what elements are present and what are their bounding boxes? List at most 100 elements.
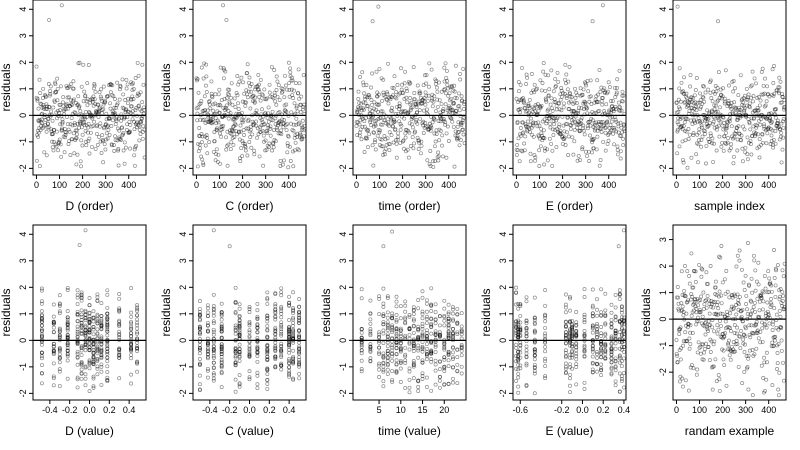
data-point (37, 118, 42, 122)
data-point (67, 104, 72, 108)
data-point (409, 106, 414, 111)
data-point (704, 161, 708, 166)
data-point (137, 128, 142, 132)
data-point (394, 294, 399, 299)
x-tick-label: 0.2 (103, 405, 116, 415)
data-point (402, 109, 407, 113)
data-point (96, 110, 101, 115)
data-point (222, 67, 227, 72)
data-point (106, 127, 111, 132)
data-point (531, 120, 536, 125)
data-point (51, 105, 56, 110)
data-point (276, 110, 281, 115)
data-point (687, 346, 692, 351)
data-point (455, 306, 460, 311)
data-point (34, 95, 39, 100)
data-point (682, 75, 687, 80)
data-point (73, 138, 78, 142)
data-point (571, 152, 576, 157)
x-axis-title: E (value) (545, 424, 593, 438)
data-point (85, 81, 90, 86)
data-point (59, 128, 64, 133)
data-point (409, 100, 414, 105)
data-point (756, 336, 761, 341)
data-point (457, 130, 462, 134)
data-point (361, 83, 366, 88)
data-point (203, 108, 207, 113)
data-point (51, 131, 56, 136)
x-tick-label: -0.2 (222, 405, 238, 415)
data-point (442, 65, 447, 70)
data-point (393, 127, 397, 132)
x-tick-label: 0.0 (83, 405, 96, 415)
data-point (290, 78, 295, 83)
x-tick-label: 0 (354, 180, 359, 190)
data-point (196, 90, 201, 95)
data-point (197, 133, 201, 138)
data-point (253, 85, 258, 90)
data-point (127, 119, 132, 124)
data-point (400, 90, 405, 95)
data-point (449, 96, 454, 101)
data-point (704, 143, 709, 148)
data-point (139, 116, 144, 121)
data-point (619, 364, 624, 369)
data-point (63, 129, 68, 134)
data-point (540, 138, 545, 143)
data-point (97, 134, 101, 139)
data-point (713, 279, 718, 284)
data-point (211, 108, 216, 113)
data-point (292, 101, 297, 106)
data-point (117, 137, 122, 142)
data-point (123, 110, 128, 115)
data-point (289, 75, 294, 80)
data-point (442, 88, 447, 92)
data-point (224, 135, 228, 140)
data-point (368, 329, 373, 334)
data-point (231, 117, 236, 122)
data-point (210, 117, 215, 122)
data-point (65, 86, 70, 90)
data-point (416, 385, 421, 389)
data-point (526, 102, 531, 107)
data-point (582, 295, 587, 299)
data-point (621, 385, 626, 390)
data-point (61, 104, 66, 109)
data-point (385, 97, 390, 102)
data-point (381, 305, 386, 309)
data-point (603, 148, 608, 153)
data-point (212, 139, 217, 144)
data-point (140, 100, 145, 105)
data-point (595, 307, 599, 312)
data-point (49, 129, 54, 134)
x-tick-label: 0 (674, 405, 679, 415)
data-point (225, 129, 230, 134)
data-point (426, 84, 431, 89)
data-point (281, 158, 286, 163)
data-point (284, 110, 289, 114)
data-point (570, 135, 575, 140)
data-point (515, 121, 520, 125)
data-point (439, 89, 444, 94)
data-point (382, 149, 387, 154)
data-point (420, 98, 425, 103)
data-point (70, 103, 74, 107)
data-point (91, 319, 96, 324)
y-tick-label: 2 (18, 285, 28, 290)
data-point (295, 131, 299, 136)
data-point (675, 151, 680, 156)
y-tick-label: -1 (178, 138, 188, 146)
data-point (588, 78, 593, 83)
data-point (247, 323, 252, 328)
data-point (38, 101, 43, 106)
data-point (76, 61, 81, 66)
data-point (776, 393, 781, 398)
data-point (57, 311, 62, 316)
data-point (88, 97, 93, 102)
data-point (433, 77, 438, 82)
data-point (543, 288, 548, 293)
data-point (112, 149, 117, 153)
data-point (247, 377, 252, 382)
data-point (412, 97, 417, 102)
